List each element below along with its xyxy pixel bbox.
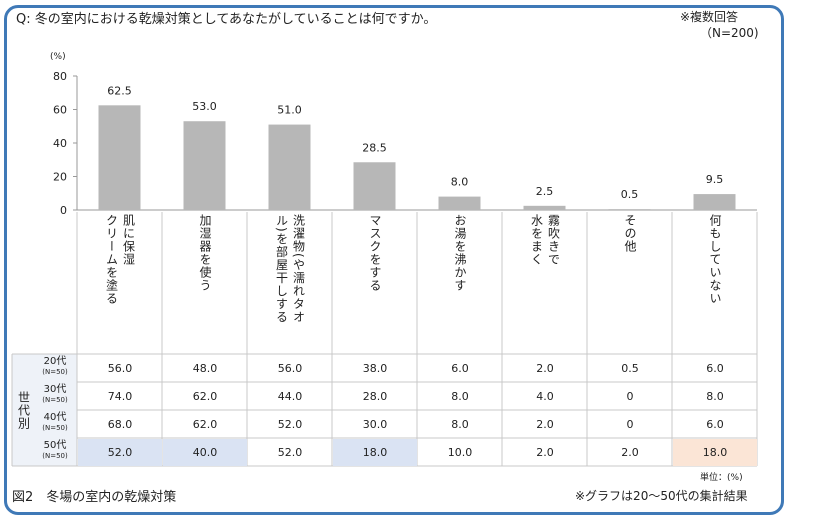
bar-value-label: 51.0 bbox=[277, 104, 302, 117]
table-cell: 6.0 bbox=[451, 362, 469, 375]
generation-group-label: 世代別 bbox=[16, 390, 31, 430]
sample-size-note: （N=200) bbox=[700, 26, 759, 40]
figure-caption: 図2 冬場の室内の乾燥対策 bbox=[12, 490, 177, 505]
category-label: 霧吹きで 水をまく bbox=[529, 214, 561, 266]
table-cell: 8.0 bbox=[451, 418, 469, 431]
generation-row-label: 30代 (N=50) bbox=[42, 384, 68, 404]
table-cell: 62.0 bbox=[192, 390, 218, 403]
table-cell: 4.0 bbox=[536, 390, 554, 403]
table-cell: 28.0 bbox=[362, 390, 388, 403]
bar bbox=[608, 209, 651, 210]
bars: 62.5 53.0 51.0 28.5 8.0 2.5 0.5 9.5 bbox=[98, 84, 736, 210]
table-cell: 74.0 bbox=[107, 390, 133, 403]
question-title: Q: 冬の室内における乾燥対策としてあなたがしていることは何ですか。 bbox=[16, 12, 437, 27]
bar bbox=[268, 124, 311, 210]
bar bbox=[438, 196, 481, 210]
y-tick-label: 20 bbox=[53, 171, 67, 184]
table-cell: 2.0 bbox=[536, 446, 554, 459]
table-cell: 38.0 bbox=[362, 362, 388, 375]
row-label-background bbox=[12, 354, 77, 466]
generation-row-label: 20代 (N=50) bbox=[42, 356, 68, 376]
table-unit-label: 単位：(%) bbox=[700, 473, 743, 483]
table-cell: 52.0 bbox=[277, 418, 303, 431]
figure-frame bbox=[4, 5, 784, 515]
bar-value-label: 28.5 bbox=[362, 141, 387, 154]
table-cell: 8.0 bbox=[451, 390, 469, 403]
y-tick-label: 0 bbox=[60, 204, 67, 217]
generation-row-label: 40代 (N=50) bbox=[42, 412, 68, 432]
bar bbox=[693, 194, 736, 210]
table-cell: 6.0 bbox=[706, 362, 724, 375]
table-cell: 52.0 bbox=[78, 439, 162, 466]
table-cell: 56.0 bbox=[277, 362, 303, 375]
figure-footnote: ※グラフは20～50代の集計結果 bbox=[575, 489, 748, 503]
bar-value-label: 62.5 bbox=[107, 84, 132, 97]
category-label: マスクをする bbox=[368, 214, 382, 292]
category-label: 洗濯物(や濡れタオ ル)を部屋干しする bbox=[274, 214, 306, 324]
table-cell: 52.0 bbox=[277, 446, 303, 459]
category-label: 肌に保湿 クリームを塗る bbox=[104, 214, 136, 305]
table-grid bbox=[11, 212, 758, 467]
table-cell: 18.0 bbox=[333, 439, 417, 466]
bar bbox=[353, 162, 396, 210]
table-cell: 0.5 bbox=[621, 362, 639, 375]
y-axis: 0 20 40 60 80 bbox=[53, 70, 757, 217]
bar-value-label: 8.0 bbox=[451, 176, 469, 189]
category-label: お湯を沸かす bbox=[453, 214, 467, 292]
table-cell: 44.0 bbox=[277, 390, 303, 403]
multiple-answer-note: ※複数回答 bbox=[680, 10, 739, 24]
y-tick-label: 40 bbox=[53, 137, 67, 150]
table-cell: 6.0 bbox=[706, 418, 724, 431]
table-cell: 0 bbox=[626, 418, 634, 431]
category-label: 何もしていない bbox=[708, 214, 722, 305]
category-label: その他 bbox=[623, 214, 637, 253]
table-cell: 62.0 bbox=[192, 418, 218, 431]
unit-label: (%) bbox=[50, 52, 66, 62]
table-cell: 2.0 bbox=[536, 418, 554, 431]
category-label: 加湿器を使う bbox=[198, 214, 212, 292]
table-cell: 40.0 bbox=[163, 439, 247, 466]
table-cell: 0 bbox=[626, 390, 634, 403]
table-cell: 30.0 bbox=[362, 418, 388, 431]
table-cell: 48.0 bbox=[192, 362, 218, 375]
bar bbox=[523, 205, 566, 210]
generation-row-label: 50代 (N=50) bbox=[42, 440, 68, 460]
table-cell: 8.0 bbox=[706, 390, 724, 403]
table-cell: 2.0 bbox=[536, 362, 554, 375]
bar-value-label: 53.0 bbox=[192, 100, 217, 113]
bar-value-label: 9.5 bbox=[706, 173, 724, 186]
bar-value-label: 0.5 bbox=[621, 188, 639, 201]
table-cell: 68.0 bbox=[107, 418, 133, 431]
table-cell: 56.0 bbox=[107, 362, 133, 375]
bar bbox=[98, 105, 141, 210]
y-tick-label: 60 bbox=[53, 104, 67, 117]
table-cell: 10.0 bbox=[447, 446, 473, 459]
y-tick-label: 80 bbox=[53, 70, 67, 83]
table-cell: 18.0 bbox=[673, 439, 757, 466]
bar bbox=[183, 121, 226, 210]
table-cell: 2.0 bbox=[621, 446, 639, 459]
bar-value-label: 2.5 bbox=[536, 185, 554, 198]
